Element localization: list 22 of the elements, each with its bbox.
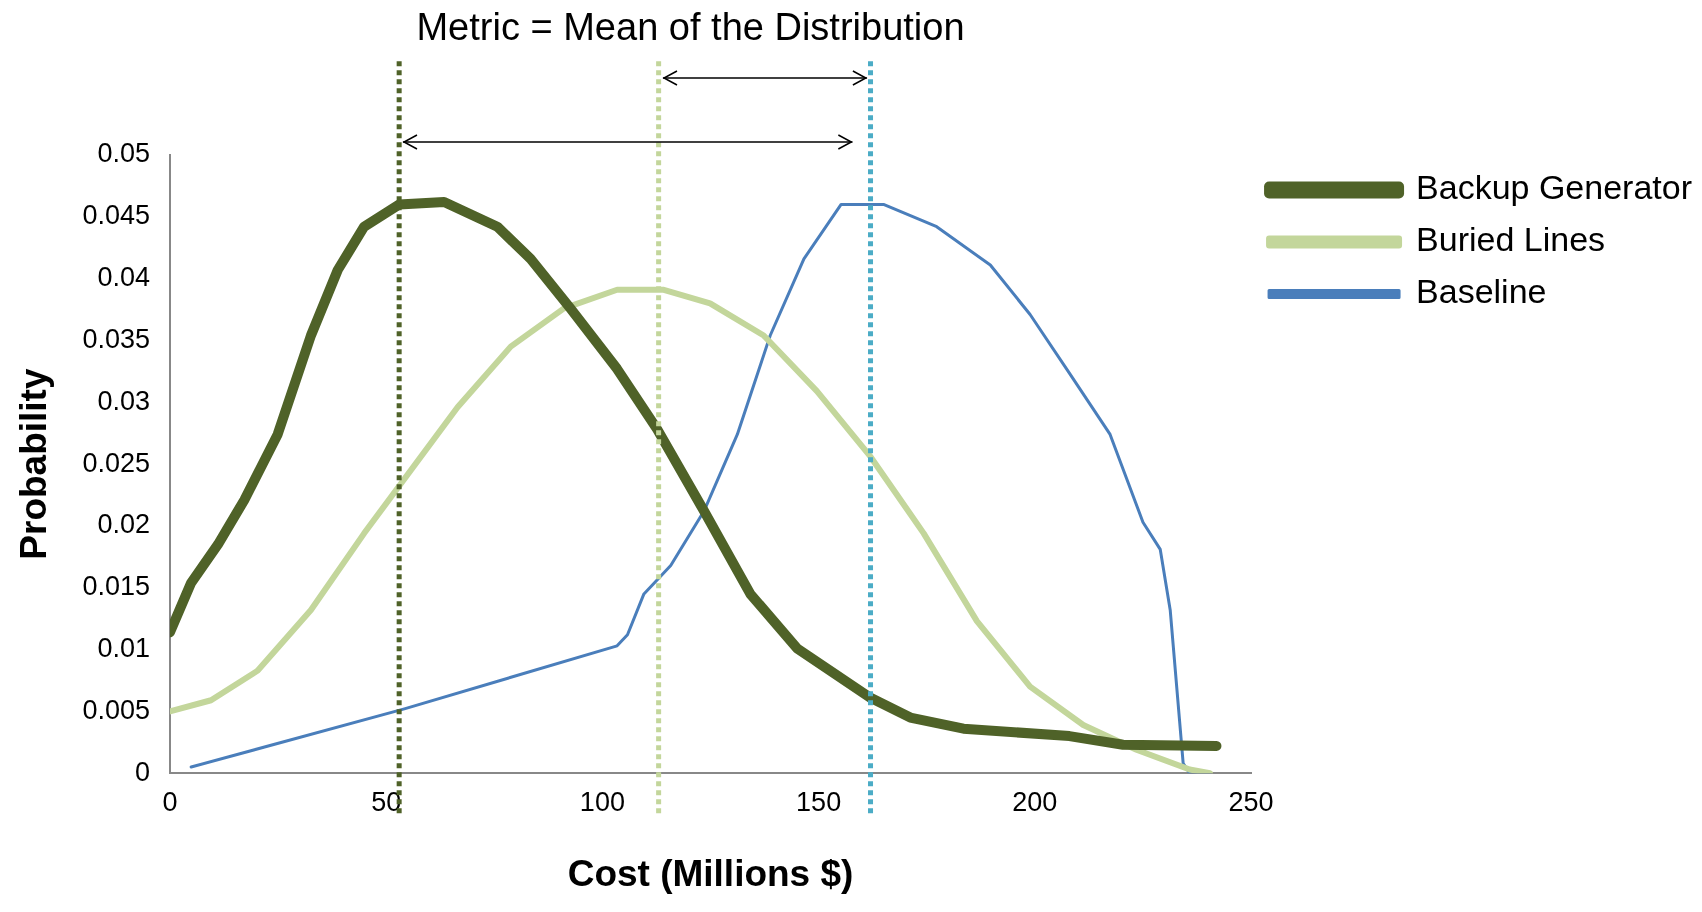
y-tick-label: 0.04: [97, 262, 150, 293]
y-tick-label: 0.025: [82, 447, 150, 478]
y-tick-label: 0.02: [97, 509, 150, 540]
y-tick-label: 0.015: [82, 571, 150, 602]
x-tick-label: 200: [1012, 786, 1058, 817]
y-tick-label: 0.005: [82, 694, 150, 725]
y-tick-label: 0.01: [97, 633, 150, 664]
x-tick-label: 150: [796, 786, 842, 817]
x-axis-title: Cost (Millions $): [567, 853, 854, 894]
x-tick-label: 100: [579, 786, 625, 817]
y-tick-label: 0.045: [82, 200, 150, 231]
y-tick-label: 0.035: [82, 323, 150, 354]
y-tick-label: 0: [134, 756, 150, 787]
legend-label: Baseline: [1416, 272, 1547, 311]
legend-label: Buried Lines: [1416, 220, 1606, 259]
chart-title: Metric = Mean of the Distribution: [415, 6, 966, 49]
x-tick-label: 250: [1228, 786, 1274, 817]
x-tick-label: 0: [162, 786, 178, 817]
y-axis-title: Probability: [13, 368, 55, 560]
y-tick-label: 0.03: [97, 385, 150, 416]
legend-label: Backup Generator: [1416, 168, 1692, 207]
y-tick-label: 0.05: [97, 138, 150, 169]
